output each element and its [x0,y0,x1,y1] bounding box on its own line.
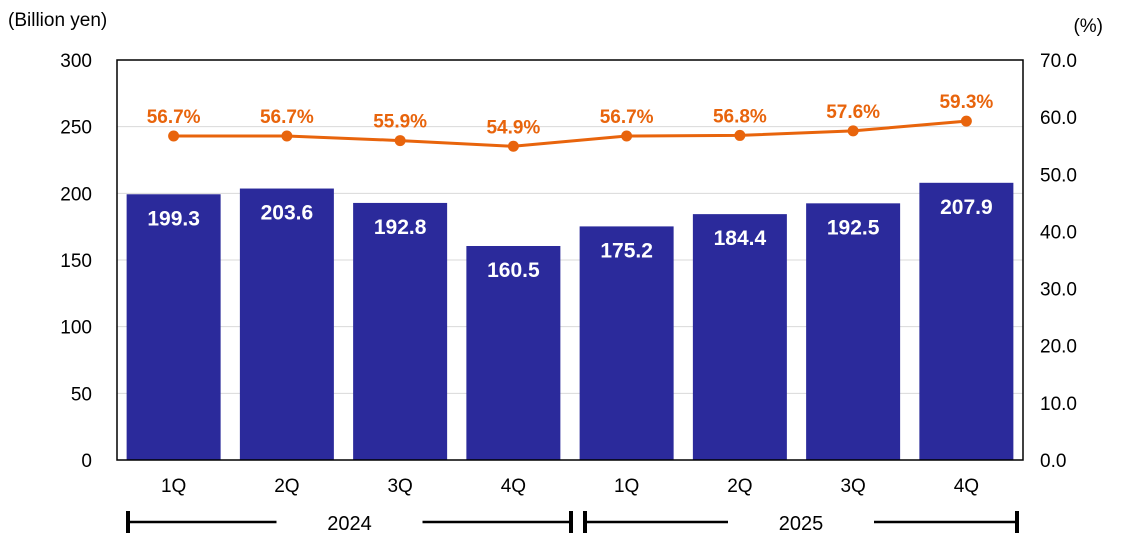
left-axis-unit-label: (Billion yen) [8,10,107,31]
x-axis: 1Q 2Q 3Q 4Q 1Q 2Q 3Q 4Q [161,476,979,497]
bar [353,202,448,460]
line-value-label: 56.7% [147,107,201,128]
left-tick-label: 100 [60,318,92,339]
bar [466,246,561,460]
left-tick-label: 50 [71,384,92,405]
line-point [734,129,746,141]
right-tick-label: 20.0 [1040,337,1077,358]
bar-value-label: 175.2 [600,239,653,262]
left-tick-label: 250 [60,118,92,139]
bar-value-label: 199.3 [147,207,200,230]
left-tick-label: 200 [60,184,92,205]
ratio-line [173,119,967,148]
right-tick-label: 0.0 [1040,451,1066,472]
bar [126,194,221,460]
bar-value-label: 160.5 [487,259,540,282]
right-tick-label: 10.0 [1040,394,1077,415]
right-axis-unit-label: (%) [1073,16,1103,37]
year-groups: 2024 2025 [126,511,1019,535]
line-value-label: 56.7% [600,107,654,128]
left-tick-label: 300 [60,51,92,72]
bar-value-label: 192.8 [374,216,427,239]
line-point [847,125,859,137]
line-point [507,140,519,152]
bar-value-label: 203.6 [261,202,314,225]
right-tick-label: 50.0 [1040,165,1077,186]
year-label: 2025 [779,513,824,535]
right-axis: 0.0 10.0 20.0 30.0 40.0 50.0 60.0 70.0 [1040,51,1077,472]
left-axis: 0 50 100 150 200 250 300 [60,51,92,472]
line-point [168,130,180,142]
right-tick-label: 60.0 [1040,108,1077,129]
line-series: 56.7% 56.7% 55.9% 54.9% 56.7% 56.8% 57.6% 59.3% [147,92,993,152]
bar-value-label: 207.9 [940,196,993,219]
line-value-label: 59.3% [939,92,993,113]
year-label: 2024 [327,513,372,535]
category-label: 1Q [614,476,639,497]
bar [919,182,1014,461]
left-tick-label: 0 [81,451,92,472]
line-point [281,130,293,142]
left-tick-label: 150 [60,251,92,272]
category-label: 4Q [954,476,979,497]
category-label: 4Q [501,476,526,497]
bar [239,188,334,461]
category-label: 2Q [727,476,752,497]
right-tick-label: 40.0 [1040,222,1077,243]
line-value-label: 56.8% [713,106,767,127]
right-tick-label: 30.0 [1040,280,1077,301]
category-label: 2Q [274,476,299,497]
line-point [394,135,406,147]
bar-value-label: 184.4 [714,227,767,250]
bar [692,214,787,460]
line-value-label: 56.7% [260,107,314,128]
category-label: 3Q [840,476,865,497]
line-value-label: 55.9% [373,112,427,133]
line-value-label: 54.9% [486,117,540,138]
right-tick-label: 70.0 [1040,51,1077,72]
category-label: 3Q [387,476,412,497]
bar [806,203,901,461]
bar-series: 199.3 203.6 192.8 160.5 175.2 184.4 192.5 207.9 [126,182,1014,461]
line-value-label: 57.6% [826,102,880,123]
line-point [960,115,972,127]
plot-frame [116,59,1024,461]
category-label: 1Q [161,476,186,497]
bar [579,226,674,460]
line-point [621,130,633,142]
bar-value-label: 192.5 [827,216,880,239]
